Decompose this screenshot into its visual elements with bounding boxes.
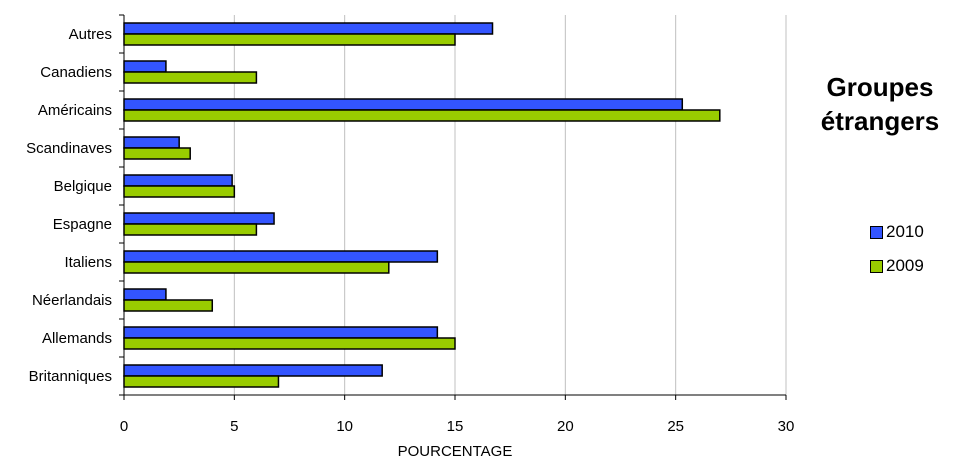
y-tick-label-3: Américains	[38, 102, 112, 119]
y-tick-label-7: Italiens	[64, 254, 112, 271]
bar-2009-10	[123, 375, 280, 388]
bar-2009-9	[123, 337, 456, 350]
chart-title-line-1: Groupes	[826, 72, 934, 102]
bar-2010-1	[123, 22, 494, 35]
bar-2010-8	[123, 288, 167, 301]
bar-2009-5	[123, 185, 236, 198]
legend-swatch-2010	[870, 225, 883, 239]
x-tick-label-15: 15	[447, 418, 464, 435]
x-tick-label-0: 0	[120, 418, 128, 435]
bar-2010-5	[123, 174, 233, 187]
y-tick-label-4: Scandinaves	[26, 140, 112, 157]
bar-2010-3	[123, 98, 684, 111]
bar-2010-10	[123, 364, 383, 377]
y-tick-label-8: Néerlandais	[32, 292, 112, 309]
legend-swatch-2009	[870, 259, 883, 273]
legend-item-2010: 2010	[870, 222, 924, 242]
y-tick-label-10: Britanniques	[29, 368, 112, 385]
bar-2009-3	[123, 109, 721, 122]
y-tick-label-9: Allemands	[42, 330, 112, 347]
y-tick-label-6: Espagne	[53, 216, 112, 233]
x-tick-label-10: 10	[336, 418, 353, 435]
bar-2009-1	[123, 33, 456, 46]
bar-2010-6	[123, 212, 275, 225]
bar-2010-4	[123, 136, 180, 149]
x-tick-label-5: 5	[230, 418, 238, 435]
x-axis-title: POURCENTAGE	[398, 443, 513, 459]
bar-2010-7	[123, 250, 439, 263]
chart-title-line-2: étrangers	[820, 106, 940, 136]
bar-2009-8	[123, 299, 214, 312]
x-tick-label-30: 30	[778, 418, 795, 435]
y-tick-label-1: Autres	[69, 26, 112, 43]
legend-item-2009: 2009	[870, 256, 924, 276]
bar-2010-9	[123, 326, 439, 339]
y-tick-label-5: Belgique	[54, 178, 112, 195]
x-tick-label-25: 25	[667, 418, 684, 435]
x-tick-label-20: 20	[557, 418, 574, 435]
bar-2009-6	[123, 223, 258, 236]
bar-2009-4	[123, 147, 191, 160]
bar-2009-7	[123, 261, 390, 274]
bar-2010-2	[123, 60, 167, 73]
legend-label-2009: 2009	[886, 256, 924, 275]
legend-label-2010: 2010	[886, 222, 924, 241]
bar-2009-2	[123, 71, 258, 84]
y-tick-label-2: Canadiens	[40, 64, 112, 81]
